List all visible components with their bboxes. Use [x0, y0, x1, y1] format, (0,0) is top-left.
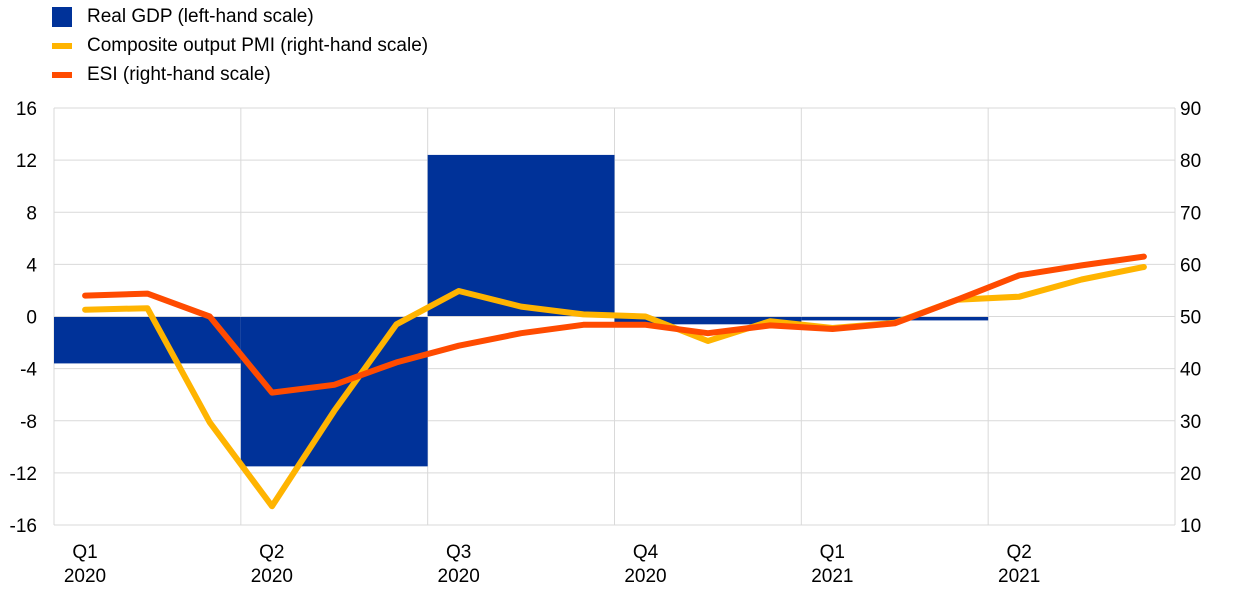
x-tick-year: 2021 [811, 566, 853, 587]
left-tick-label: 12 [16, 151, 37, 172]
right-tick-label: 80 [1180, 151, 1201, 172]
left-tick-label: 16 [16, 99, 37, 120]
left-tick-label: 8 [26, 203, 37, 224]
right-tick-label: 60 [1180, 255, 1201, 276]
gdp-bar [614, 316, 802, 325]
pmi-line [82, 264, 1147, 510]
legend-item-pmi: Composite output PMI (right-hand scale) [52, 31, 428, 60]
left-tick-label: -16 [10, 516, 37, 537]
legend-item-gdp: Real GDP (left-hand scale) [52, 2, 428, 31]
left-tick-label: -8 [20, 412, 37, 433]
chart-legend: Real GDP (left-hand scale) Composite out… [52, 2, 428, 89]
x-tick-year: 2020 [251, 566, 293, 587]
x-tick-quarter: Q2 [1006, 542, 1031, 563]
legend-item-esi: ESI (right-hand scale) [52, 60, 428, 89]
legend-swatch-esi [52, 71, 72, 78]
esi-line [82, 253, 1147, 396]
right-tick-label: 90 [1180, 99, 1201, 120]
legend-label-pmi: Composite output PMI (right-hand scale) [87, 34, 429, 56]
line-series [82, 253, 1147, 510]
legend-swatch-gdp [52, 6, 72, 27]
right-tick-label: 40 [1180, 360, 1201, 381]
x-tick-year: 2021 [998, 566, 1040, 587]
x-tick-quarter: Q3 [446, 542, 471, 563]
x-tick-quarter: Q4 [633, 542, 659, 563]
left-axis-labels: 16 12 8 4 0 -4 -8 -12 -16 [10, 99, 38, 537]
right-tick-label: 50 [1180, 308, 1201, 329]
x-tick-year: 2020 [64, 566, 106, 587]
right-tick-label: 20 [1180, 464, 1201, 485]
x-tick-year: 2020 [438, 566, 480, 587]
x-tick-year: 2020 [624, 566, 666, 587]
gdp-bar [54, 316, 241, 364]
left-tick-label: 0 [26, 308, 37, 329]
x-tick-quarter: Q1 [820, 542, 845, 563]
legend-label-esi: ESI (right-hand scale) [87, 63, 271, 85]
gdp-bar [801, 316, 989, 321]
x-axis-labels: Q1 2020 Q2 2020 Q3 2020 Q4 2020 Q1 2021 Q2 2021 [64, 542, 1040, 587]
left-tick-label: -12 [10, 464, 37, 485]
right-tick-label: 30 [1180, 412, 1201, 433]
right-tick-label: 70 [1180, 203, 1201, 224]
right-tick-label: 10 [1180, 516, 1201, 537]
x-tick-quarter: Q2 [259, 542, 284, 563]
legend-label-gdp: Real GDP (left-hand scale) [87, 5, 314, 27]
legend-swatch-pmi [52, 42, 72, 49]
right-axis-labels: 90 80 70 60 50 40 30 20 10 [1180, 99, 1201, 537]
left-tick-label: -4 [20, 360, 37, 381]
x-tick-quarter: Q1 [72, 542, 97, 563]
left-tick-label: 4 [26, 255, 37, 276]
